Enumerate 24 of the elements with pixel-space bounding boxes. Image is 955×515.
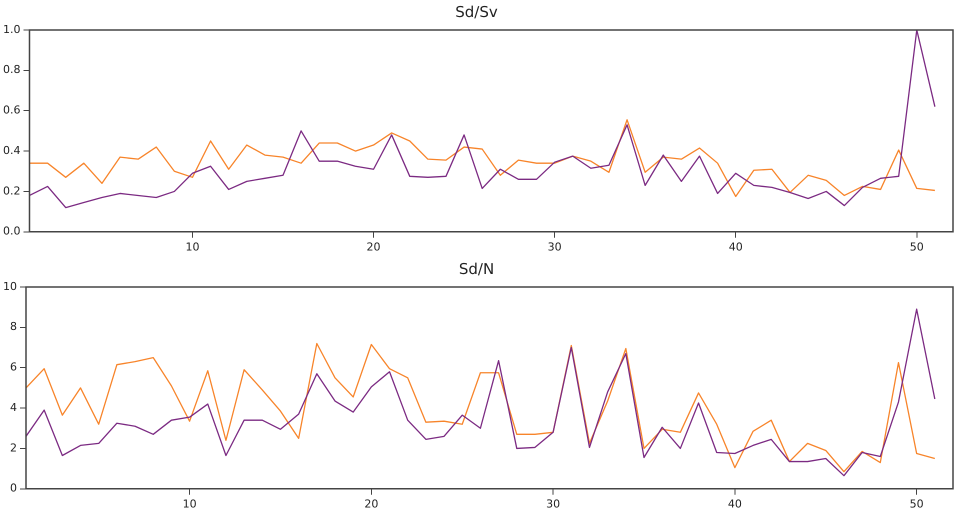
x-tick-label: 10 [185, 240, 200, 254]
x-tick-label: 20 [366, 240, 381, 254]
x-tick-label: 50 [910, 240, 924, 254]
y-tick-label: 0.4 [2, 144, 20, 157]
y-tick-label: 2 [10, 441, 17, 454]
y-tick-label: 1.0 [2, 22, 20, 36]
y-tick-label: 0 [10, 482, 17, 495]
y-tick-label: 0.8 [2, 63, 20, 76]
x-tick-label: 20 [364, 497, 378, 510]
chart-title: Sd/N [458, 260, 494, 278]
y-tick-label: 6 [10, 360, 17, 374]
y-tick-label: 8 [10, 320, 17, 334]
x-tick-label: 40 [728, 240, 743, 254]
chart-title: Sd/Sv [455, 2, 498, 21]
y-tick-label: 0.0 [2, 224, 20, 238]
x-tick-label: 30 [548, 240, 562, 254]
y-tick-label: 10 [2, 280, 17, 293]
y-tick-label: 4 [10, 400, 17, 414]
y-tick-label: 0.6 [2, 104, 20, 117]
x-tick-label: 40 [728, 497, 742, 510]
x-tick-label: 10 [182, 497, 197, 510]
y-tick-label: 0.2 [2, 184, 20, 198]
x-tick-label: 50 [910, 497, 924, 510]
x-tick-label: 30 [546, 497, 560, 510]
